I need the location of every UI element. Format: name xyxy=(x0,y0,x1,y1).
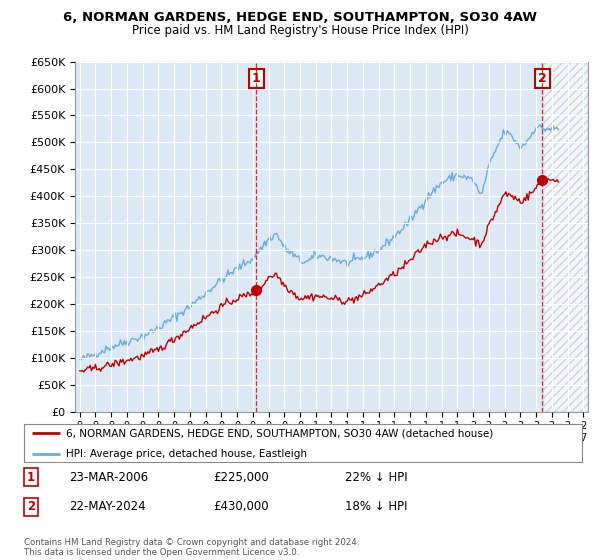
Text: 1: 1 xyxy=(27,470,35,484)
Text: 2: 2 xyxy=(27,500,35,514)
Text: 18% ↓ HPI: 18% ↓ HPI xyxy=(345,500,407,514)
Text: 2: 2 xyxy=(538,72,547,85)
Text: HPI: Average price, detached house, Eastleigh: HPI: Average price, detached house, East… xyxy=(66,449,307,459)
Text: 22% ↓ HPI: 22% ↓ HPI xyxy=(345,470,407,484)
Text: Contains HM Land Registry data © Crown copyright and database right 2024.
This d: Contains HM Land Registry data © Crown c… xyxy=(24,538,359,557)
Text: £430,000: £430,000 xyxy=(213,500,269,514)
Text: 23-MAR-2006: 23-MAR-2006 xyxy=(69,470,148,484)
Text: 22-MAY-2024: 22-MAY-2024 xyxy=(69,500,146,514)
Text: Price paid vs. HM Land Registry's House Price Index (HPI): Price paid vs. HM Land Registry's House … xyxy=(131,24,469,36)
Text: 1: 1 xyxy=(252,72,260,85)
Text: 6, NORMAN GARDENS, HEDGE END, SOUTHAMPTON, SO30 4AW: 6, NORMAN GARDENS, HEDGE END, SOUTHAMPTO… xyxy=(63,11,537,24)
Text: 6, NORMAN GARDENS, HEDGE END, SOUTHAMPTON, SO30 4AW (detached house): 6, NORMAN GARDENS, HEDGE END, SOUTHAMPTO… xyxy=(66,428,493,438)
Text: £225,000: £225,000 xyxy=(213,470,269,484)
